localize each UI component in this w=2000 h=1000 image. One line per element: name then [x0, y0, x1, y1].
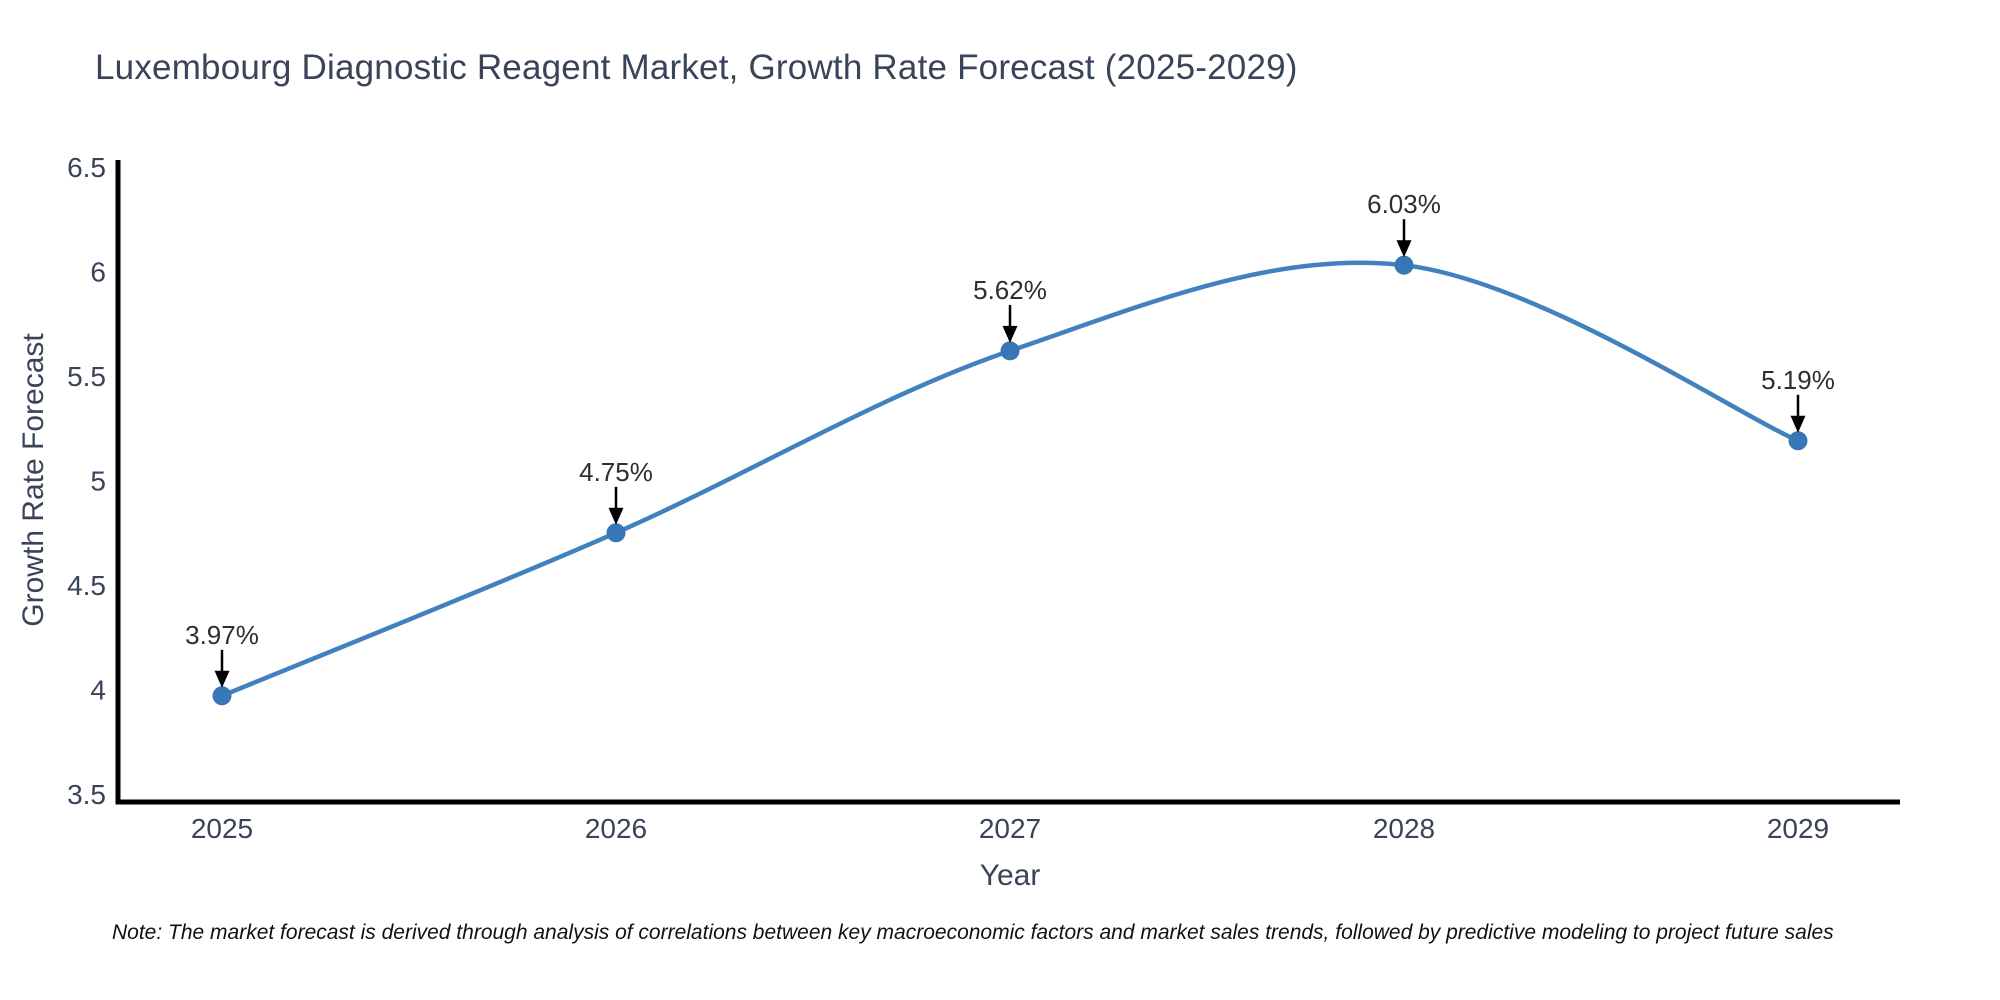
- data-point-marker[interactable]: [606, 523, 626, 543]
- y-axis-line: [115, 160, 121, 805]
- y-tick-label: 5.5: [67, 361, 106, 392]
- y-tick-label: 6: [90, 257, 106, 288]
- point-annotation-label: 5.19%: [1761, 365, 1835, 395]
- x-tick-label: 2028: [1373, 813, 1435, 844]
- point-annotation-label: 6.03%: [1367, 189, 1441, 219]
- point-annotation-label: 5.62%: [973, 275, 1047, 305]
- annotation-arrowhead-icon: [1002, 325, 1018, 343]
- annotation-arrowhead-icon: [1790, 415, 1806, 433]
- footnote: Note: The market forecast is derived thr…: [112, 921, 1834, 944]
- annotation-arrowhead-icon: [1396, 240, 1412, 258]
- annotation-arrowhead-icon: [608, 507, 624, 525]
- data-point-marker[interactable]: [1000, 341, 1020, 361]
- chart-title: Luxembourg Diagnostic Reagent Market, Gr…: [95, 48, 1298, 87]
- annotation-arrowhead-icon: [214, 670, 230, 688]
- point-annotation-label: 4.75%: [579, 457, 653, 487]
- y-axis-title: Growth Rate Forecast: [17, 333, 50, 627]
- y-tick-label: 4: [90, 675, 106, 706]
- x-tick-label: 2029: [1767, 813, 1829, 844]
- y-tick-label: 3.5: [67, 779, 106, 810]
- data-point-marker[interactable]: [1788, 431, 1808, 451]
- x-tick-label: 2027: [979, 813, 1041, 844]
- x-tick-label: 2025: [191, 813, 253, 844]
- y-tick-label: 4.5: [67, 570, 106, 601]
- x-tick-label: 2026: [585, 813, 647, 844]
- point-annotation-label: 3.97%: [185, 620, 259, 650]
- y-tick-label: 5: [90, 466, 106, 497]
- x-axis-line: [115, 799, 1900, 805]
- data-point-marker[interactable]: [1394, 255, 1414, 275]
- y-tick-label: 6.5: [67, 152, 106, 183]
- x-axis-title: Year: [979, 859, 1041, 892]
- data-point-marker[interactable]: [212, 686, 232, 706]
